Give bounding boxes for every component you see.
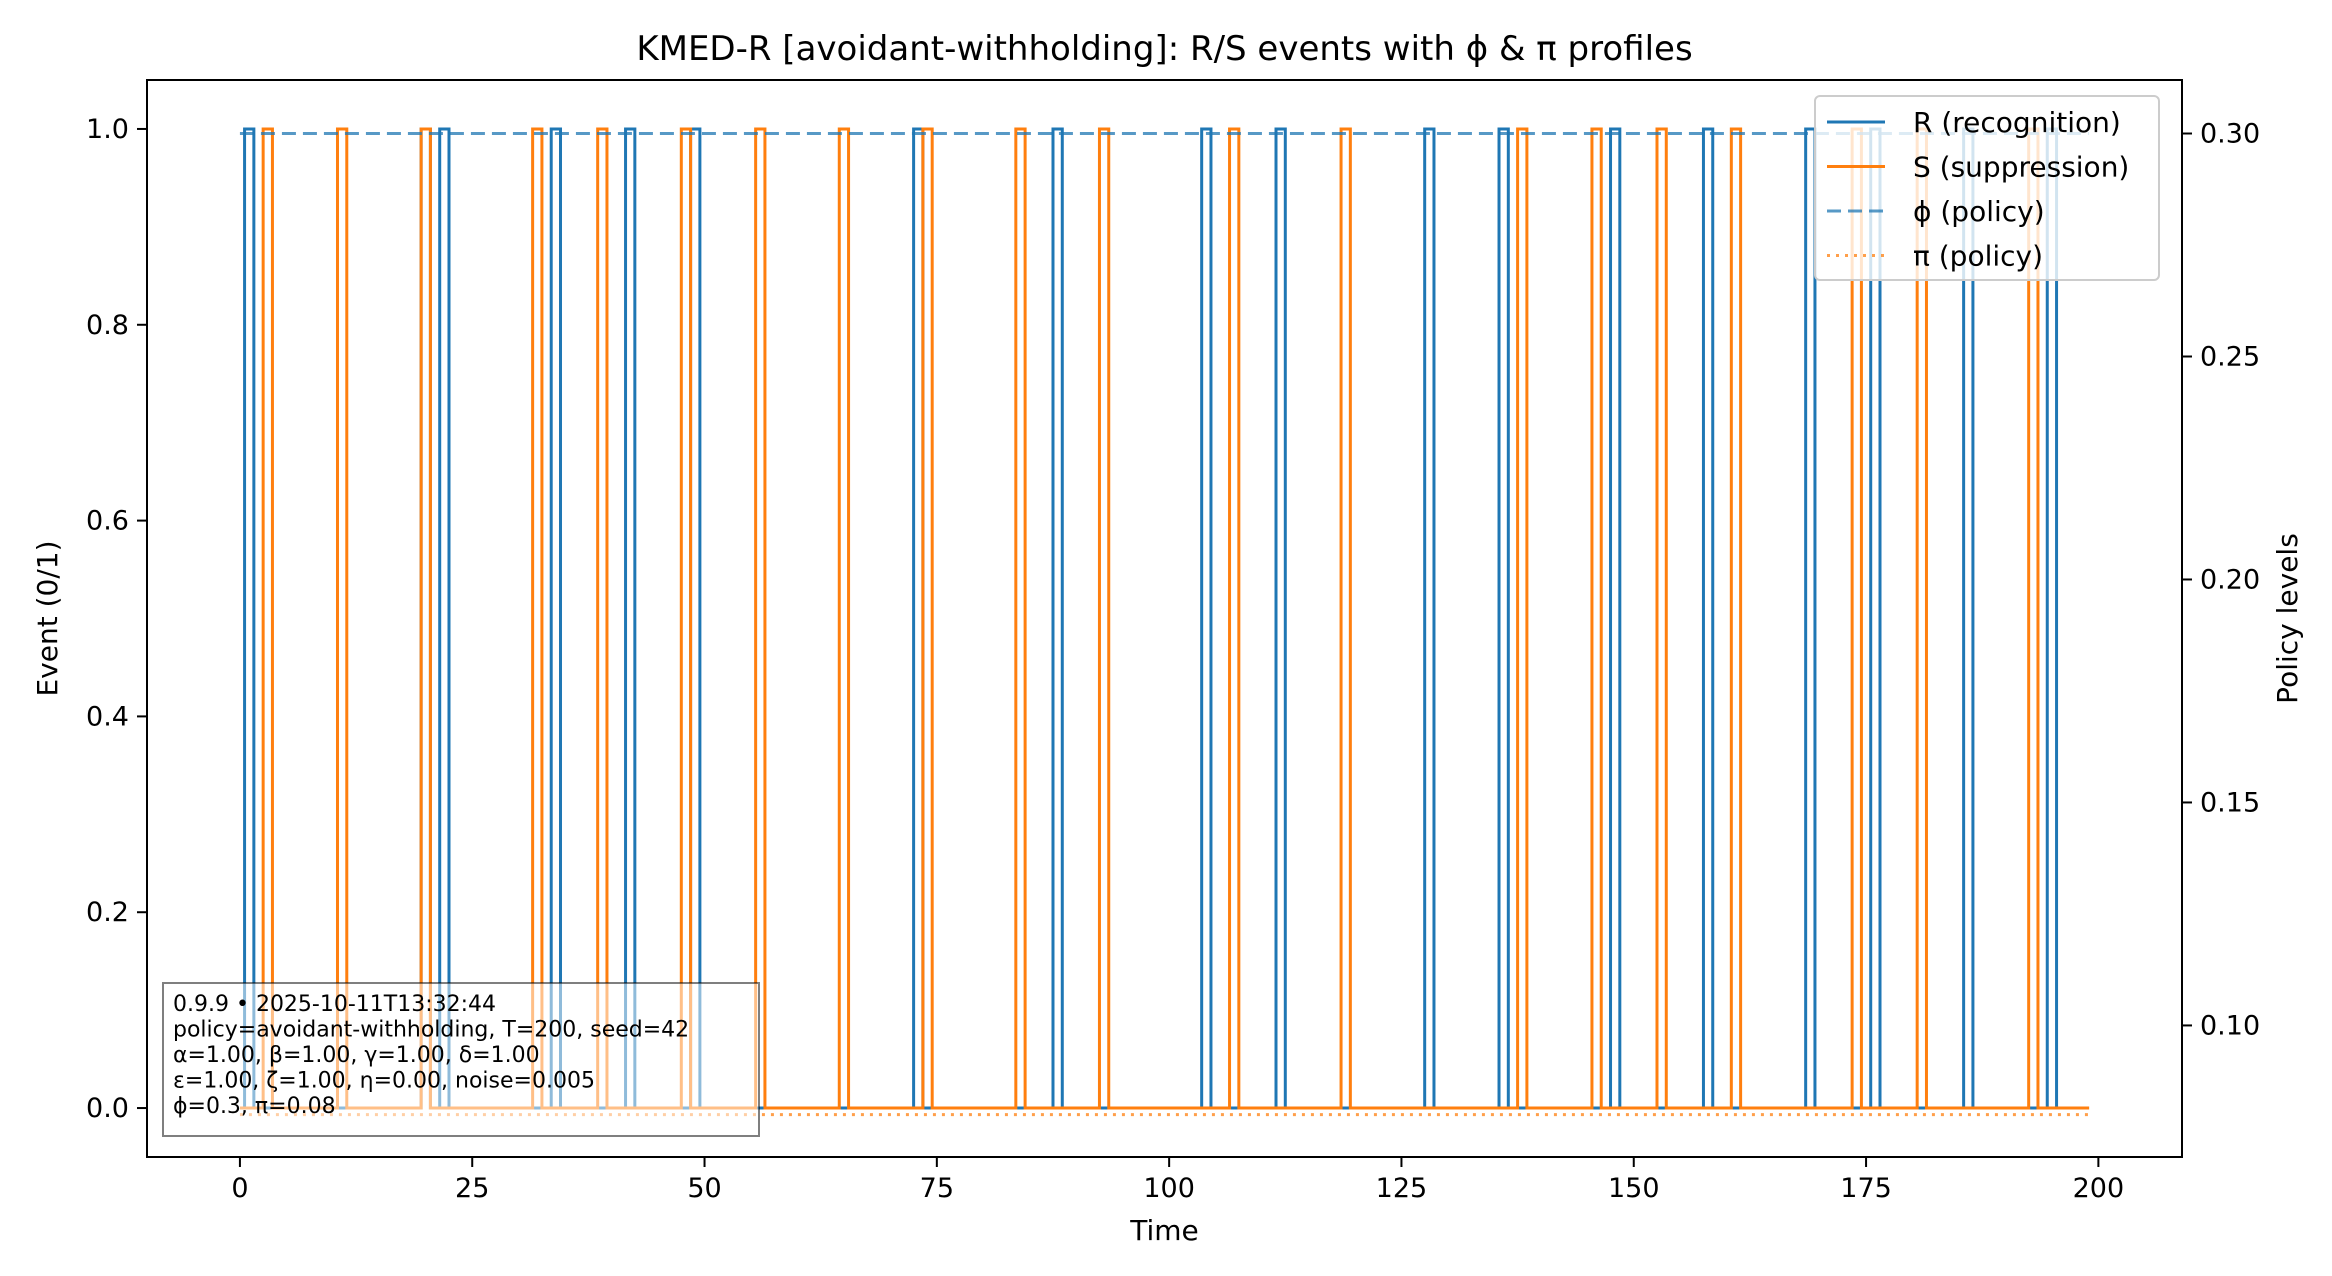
- series-line-1: [239, 127, 2090, 1110]
- y-tick-label: 1.0: [86, 114, 129, 145]
- legend-label-1: S (suppression): [1913, 151, 2129, 184]
- y2-axis-label: Policy levels: [2271, 533, 2304, 704]
- x-tick-label: 200: [2073, 1173, 2125, 1204]
- axes-frame: [146, 79, 2183, 1158]
- y-tick-label: 0.0: [86, 1093, 129, 1124]
- legend-frame: [1814, 95, 2160, 281]
- legend-label-0: R (recognition): [1913, 106, 2121, 139]
- info-box-line: α=1.00, β=1.00, γ=1.00, δ=1.00: [173, 1043, 540, 1068]
- x-tick-label: 150: [1608, 1173, 1660, 1204]
- info-box: 0.9.9 • 2025-10-11T13:32:44policy=avoida…: [162, 982, 760, 1137]
- y-tick-label: 0.2: [86, 897, 129, 928]
- info-box-line: ϕ=0.3, π=0.08: [173, 1094, 336, 1119]
- info-box-line: policy=avoidant-withholding, T=200, seed…: [173, 1018, 689, 1043]
- x-tick-label: 50: [687, 1173, 721, 1204]
- y2-tick-label: 0.10: [2200, 1010, 2260, 1041]
- x-tick-label: 175: [1840, 1173, 1892, 1204]
- y2-tick-label: 0.15: [2200, 787, 2260, 818]
- x-tick-label: 125: [1376, 1173, 1428, 1204]
- y-tick-label: 0.8: [86, 310, 129, 341]
- x-tick-label: 0: [231, 1173, 248, 1204]
- x-tick-label: 25: [455, 1173, 489, 1204]
- info-box-line: ε=1.00, ζ=1.00, η=0.00, noise=0.005: [173, 1069, 595, 1094]
- axis-ticks: 0 25 50 75 100 125 150 175 200 0.0 0.2 0.4 0.6 0.8 1.0…: [86, 114, 2260, 1204]
- info-box-line: 0.9.9 • 2025-10-11T13:32:44: [173, 992, 496, 1017]
- x-tick-label: 100: [1143, 1173, 1195, 1204]
- legend: R (recognition) S (suppression) ϕ (policy)…: [1814, 95, 2160, 281]
- x-axis-label: Time: [1129, 1214, 1199, 1247]
- info-box-frame: [162, 982, 760, 1137]
- chart-title: KMED-R [avoidant-withholding]: R/S event…: [636, 29, 1692, 69]
- legend-label-2: ϕ (policy): [1913, 195, 2045, 228]
- x-tick-label: 75: [920, 1173, 954, 1204]
- legend-label-3: π (policy): [1913, 240, 2043, 273]
- y2-tick-label: 0.30: [2200, 119, 2260, 150]
- y-tick-label: 0.4: [86, 701, 129, 732]
- y-axis-label: Event (0/1): [31, 540, 64, 696]
- y2-tick-label: 0.20: [2200, 564, 2260, 595]
- y-tick-label: 0.6: [86, 506, 129, 537]
- y2-tick-label: 0.25: [2200, 341, 2260, 372]
